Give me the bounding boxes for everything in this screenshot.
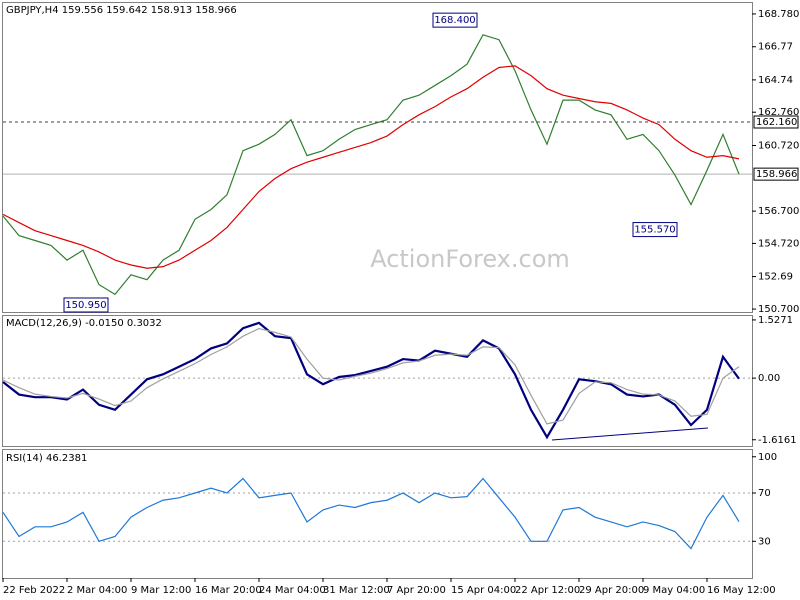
watermark: ActionForex.com xyxy=(370,245,570,273)
y-tick-label: 150.700 xyxy=(758,304,799,315)
annotation-label: 168.400 xyxy=(434,15,475,26)
series-line xyxy=(2,321,740,440)
rsi-panel xyxy=(2,449,753,579)
x-tick-label: 22 Feb 2022 xyxy=(3,585,65,596)
annotation-box xyxy=(432,12,478,28)
price-panel xyxy=(2,2,753,313)
series-line xyxy=(2,477,740,550)
macd-panel xyxy=(2,315,753,447)
annotation-label: 150.950 xyxy=(65,300,106,311)
y-tick-label: 0.00 xyxy=(758,373,780,384)
series-line xyxy=(2,34,740,296)
annotation-label: 155.570 xyxy=(634,225,675,236)
x-tick-label: 24 Mar 04:00 xyxy=(259,585,326,596)
series-line xyxy=(2,327,740,425)
x-tick-label: 16 Mar 20:00 xyxy=(195,585,262,596)
x-tick-label: 29 Apr 20:00 xyxy=(579,585,644,596)
y-tick-label: 162.760 xyxy=(758,107,799,118)
y-tick-label: 164.74 xyxy=(758,75,793,86)
rsi-title: RSI(14) 46.2381 xyxy=(6,453,87,464)
y-tick-label: 160.720 xyxy=(758,141,799,152)
x-tick-label: 15 Apr 04:00 xyxy=(451,585,516,596)
y-tick-label: 166.77 xyxy=(758,42,793,53)
hline-label-box xyxy=(753,115,799,129)
price-title: GBPJPY,H4 159.556 159.642 158.913 158.96… xyxy=(6,5,237,16)
y-tick-label: 154.720 xyxy=(758,238,799,249)
last-price-label: 158.966 xyxy=(756,169,797,180)
y-tick-label: 152.69 xyxy=(758,272,793,283)
x-tick-label: 9 May 04:00 xyxy=(643,585,705,596)
hline-label: 162.160 xyxy=(756,117,797,128)
last-price-box xyxy=(753,167,799,181)
y-tick-label: 70 xyxy=(758,488,771,499)
annotation-box xyxy=(63,297,109,313)
y-tick-label: 168.780 xyxy=(758,9,799,20)
y-tick-label: 1.5271 xyxy=(758,315,793,326)
x-tick-label: 7 Apr 20:00 xyxy=(387,585,446,596)
x-tick-label: 31 Mar 12:00 xyxy=(323,585,390,596)
y-tick-label: 100 xyxy=(758,452,777,463)
y-tick-label: -1.6161 xyxy=(758,435,797,446)
y-tick-label: 30 xyxy=(758,536,771,547)
x-tick-label: 2 Mar 04:00 xyxy=(67,585,127,596)
series-line xyxy=(2,65,740,269)
x-tick-label: 9 Mar 12:00 xyxy=(131,585,191,596)
x-tick-label: 16 May 12:00 xyxy=(707,585,776,596)
divergence-line xyxy=(551,427,709,441)
macd-title: MACD(12,26,9) -0.0150 0.3032 xyxy=(6,318,162,329)
annotation-box xyxy=(632,222,678,238)
y-tick-label: 156.700 xyxy=(758,206,799,217)
x-tick-label: 22 Apr 12:00 xyxy=(515,585,580,596)
